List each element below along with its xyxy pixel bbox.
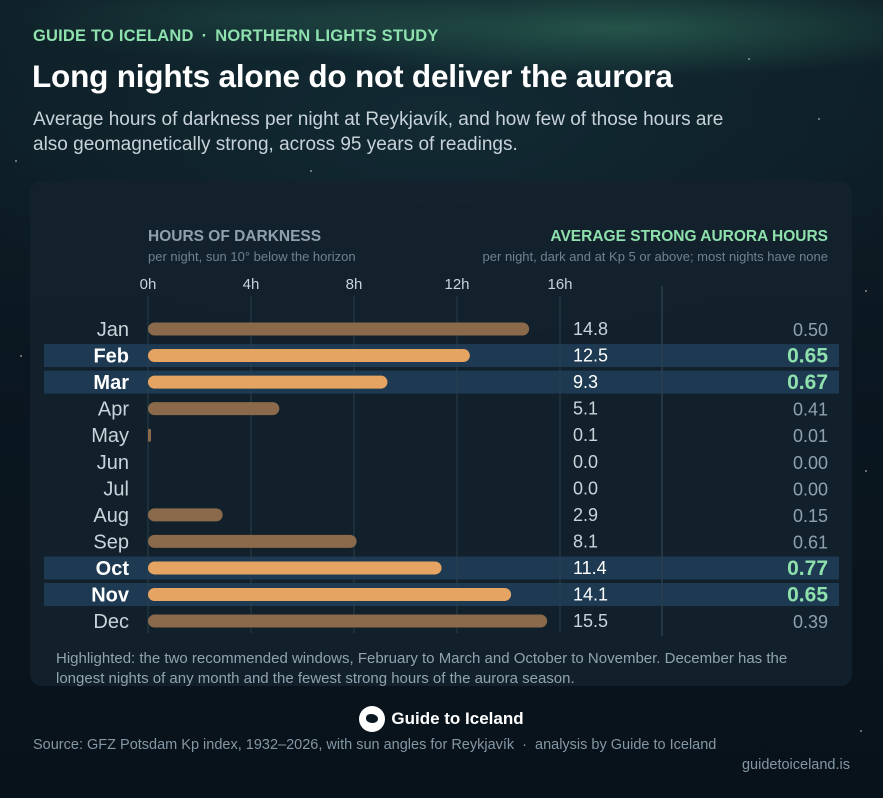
darkness-bar (148, 534, 357, 548)
source-line: Source: GFZ Potsdam Kp index, 1932–2026,… (33, 737, 716, 753)
x-tick-label: 4h (243, 276, 260, 293)
month-label: Feb (93, 346, 129, 368)
month-label: Aug (93, 505, 129, 527)
darkness-bar (148, 614, 548, 628)
site-url: guidetoiceland.is (741, 757, 850, 773)
darkness-bar (148, 402, 280, 416)
eyebrow: GUIDE TO ICELAND · NORTHERN LIGHTS STUDY (33, 27, 439, 46)
page-subtitle: Average hours of darkness per night at R… (33, 109, 724, 155)
darkness-bar (148, 428, 151, 442)
aurora-value-label: 0.77 (787, 557, 828, 580)
aurora-value-label: 0.41 (793, 400, 828, 420)
aurora-value-label: 0.65 (787, 345, 828, 368)
aurora-value-label: 0.61 (793, 532, 828, 552)
darkness-bar (148, 561, 442, 575)
aurora-value-label: 0.01 (793, 426, 828, 446)
x-tick-label: 8h (346, 276, 363, 293)
darkness-bar (148, 588, 512, 601)
aurora-value-label: 0.67 (787, 371, 828, 394)
puffin-logo-icon (359, 706, 386, 732)
darkness-value-label: 2.9 (573, 505, 598, 525)
brand-name: Guide to Iceland (391, 709, 524, 728)
month-label: Sep (93, 531, 129, 553)
eyebrow-section: NORTHERN LIGHTS STUDY (215, 27, 439, 45)
source-text: Source: GFZ Potsdam Kp index, 1932–2026,… (33, 737, 515, 753)
month-label: Jul (103, 478, 129, 500)
right-column-heading: AVERAGE STRONG AURORA HOURS (550, 228, 828, 245)
darkness-value-label: 12.5 (573, 346, 608, 366)
darkness-bar (148, 375, 388, 389)
month-label: Jan (97, 319, 129, 341)
source-separator: · (522, 737, 528, 753)
darkness-value-label: 14.8 (573, 319, 608, 339)
left-column-heading: HOURS OF DARKNESS (148, 228, 322, 245)
page-title: Long nights alone do not deliver the aur… (32, 58, 673, 94)
month-label: Jun (97, 452, 129, 474)
aurora-value-label: 0.00 (793, 479, 828, 499)
darkness-bar (148, 349, 470, 363)
darkness-value-label: 0.1 (573, 425, 598, 445)
aurora-value-label: 0.39 (793, 612, 828, 632)
eyebrow-separator: · (201, 27, 208, 45)
x-tick-label: 0h (140, 276, 157, 293)
eyebrow-brand: GUIDE TO ICELAND (33, 27, 194, 45)
month-label: Dec (93, 611, 129, 633)
month-label: Nov (91, 585, 130, 607)
month-label: Apr (98, 399, 129, 421)
month-label: May (91, 425, 129, 447)
chart-footnote: Highlighted: the two recommended windows… (56, 650, 788, 687)
darkness-value-label: 11.4 (573, 558, 607, 578)
darkness-value-label: 8.1 (573, 531, 598, 551)
darkness-value-label: 14.1 (573, 585, 608, 605)
x-tick-label: 16h (547, 276, 572, 293)
darkness-value-label: 9.3 (573, 372, 598, 392)
darkness-value-label: 0.0 (573, 452, 598, 472)
darkness-bar (148, 508, 223, 522)
analysis-credit: analysis by Guide to Iceland (535, 737, 717, 753)
x-tick-label: 12h (444, 276, 469, 293)
darkness-bar (148, 322, 530, 336)
aurora-value-label: 0.50 (793, 320, 828, 340)
darkness-value-label: 0.0 (573, 478, 598, 498)
darkness-value-label: 15.5 (573, 611, 608, 631)
month-label: Oct (96, 558, 130, 580)
aurora-value-label: 0.00 (793, 453, 828, 473)
darkness-value-label: 5.1 (573, 399, 598, 419)
month-label: Mar (93, 372, 129, 394)
aurora-value-label: 0.65 (787, 584, 828, 607)
left-column-note: per night, sun 10° below the horizon (148, 249, 356, 264)
brand-logo: Guide to Iceland (0, 706, 883, 732)
right-column-note: per night, dark and at Kp 5 or above; mo… (482, 249, 828, 264)
aurora-value-label: 0.15 (793, 506, 828, 526)
